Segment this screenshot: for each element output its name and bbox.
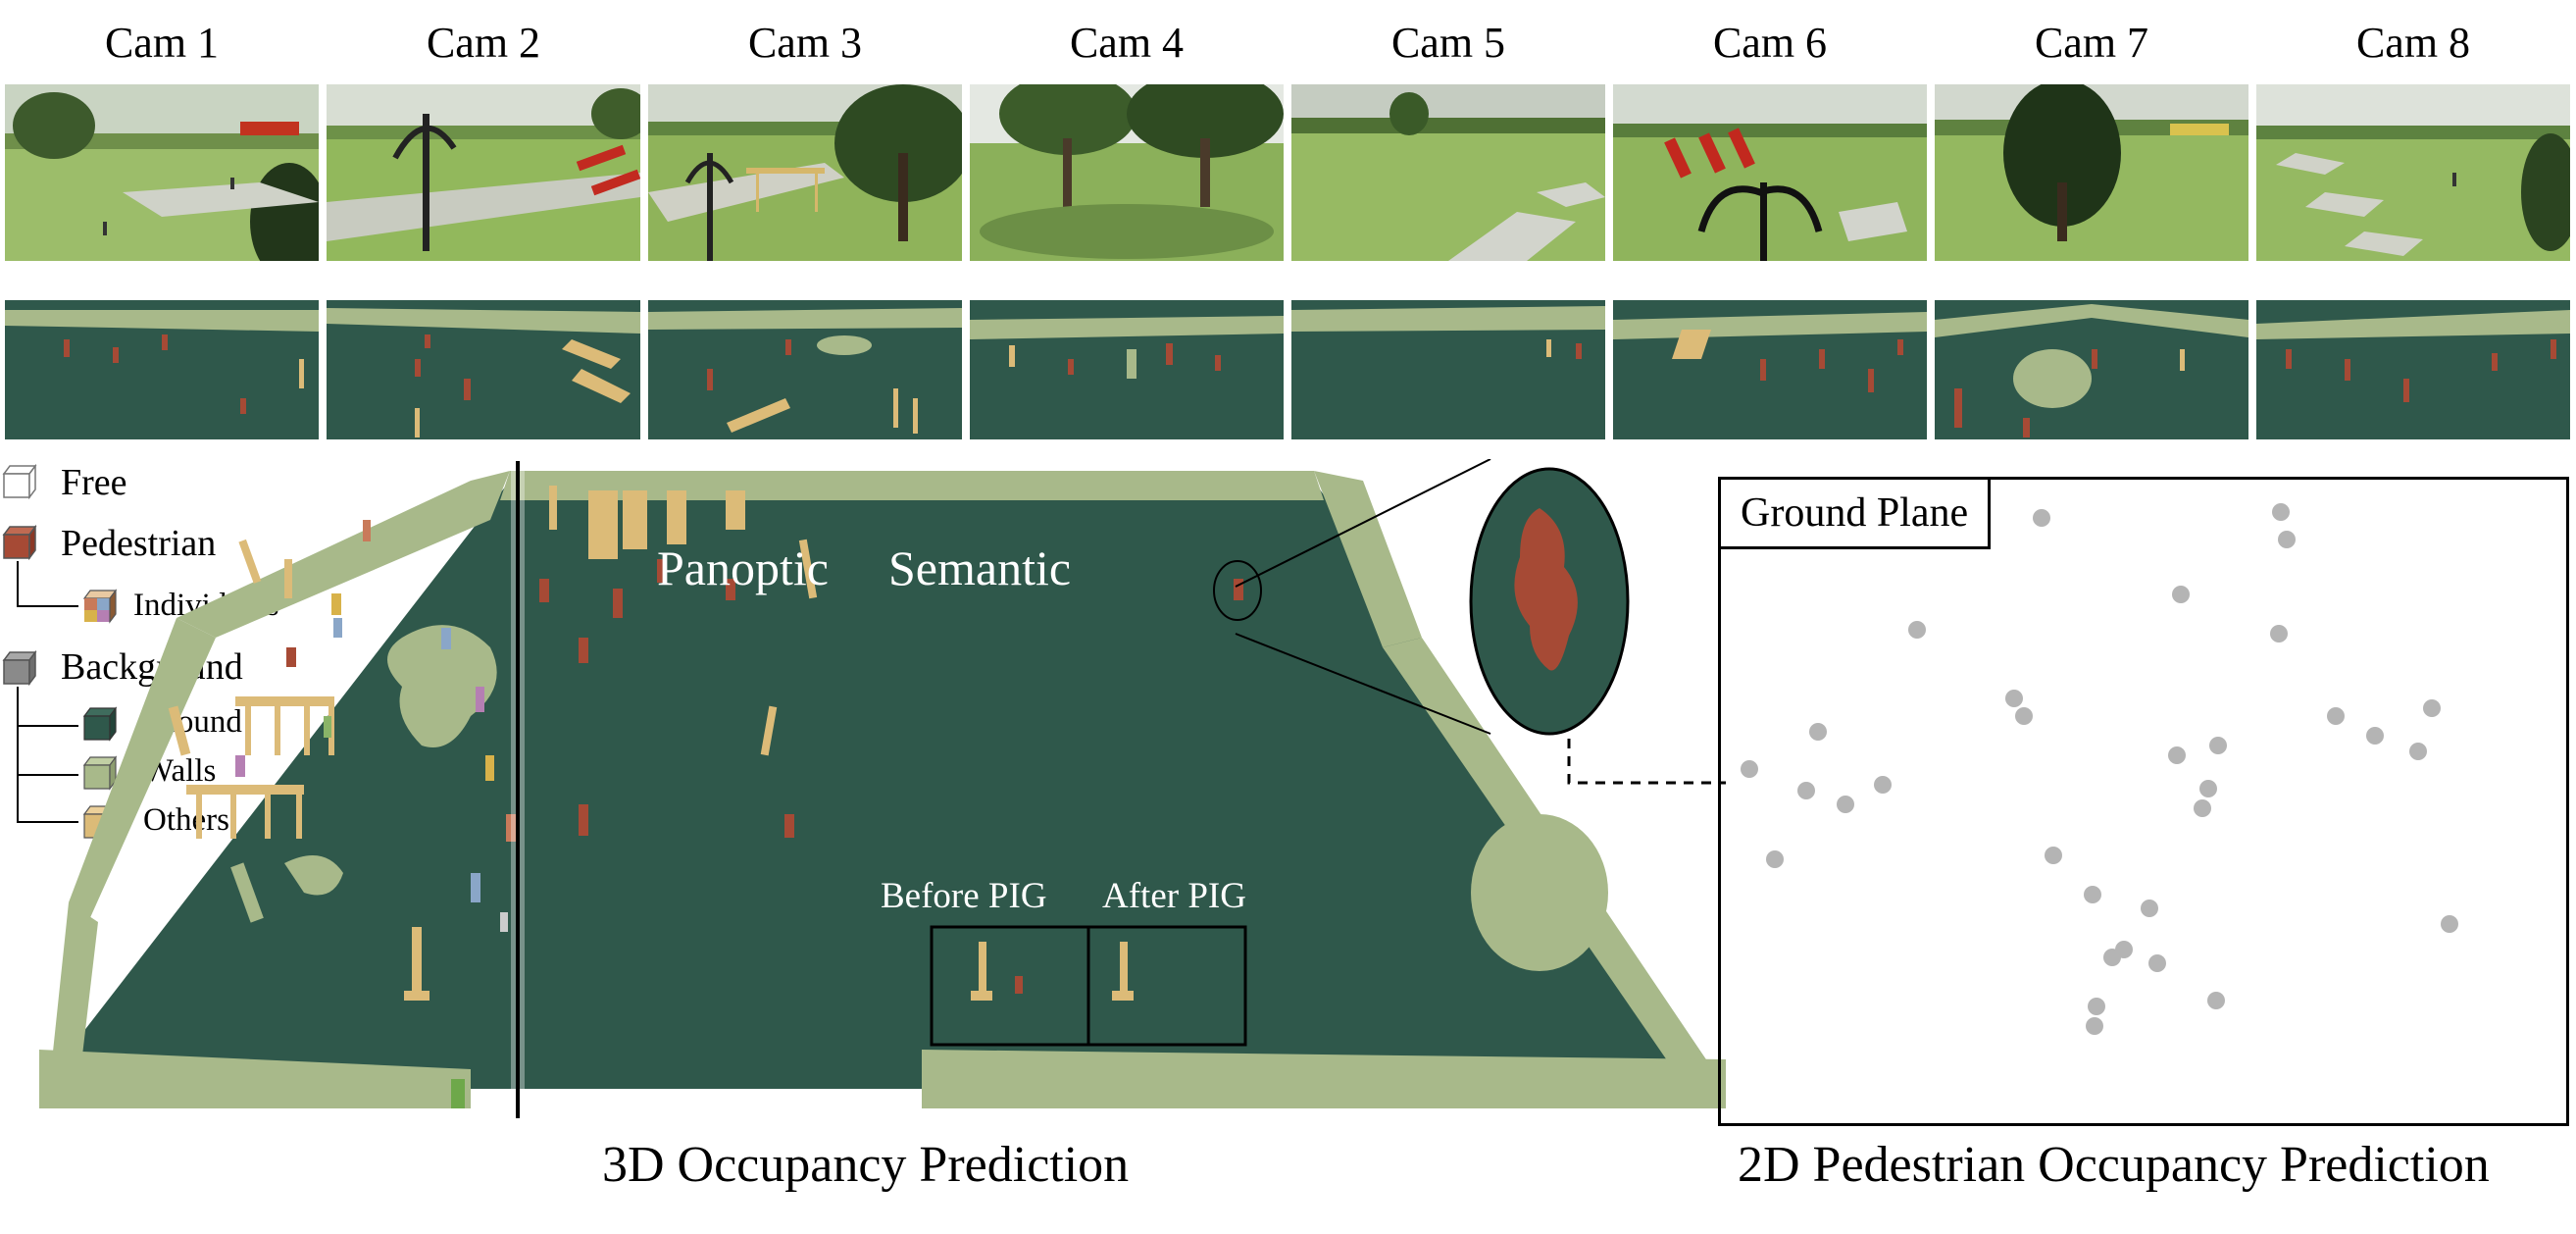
- pedestrian-cube-icon: [2, 525, 37, 560]
- caption-3d-occupancy: 3D Occupancy Prediction: [602, 1137, 1130, 1193]
- pedestrian-point: [1874, 776, 1892, 794]
- occupancy-render-2: [327, 300, 640, 439]
- ground-plane-panel: [1718, 477, 2569, 1126]
- legend-tree-lines: [17, 561, 78, 823]
- camera-image-3: [648, 84, 962, 261]
- camera-image-8: [2256, 84, 2570, 261]
- pedestrian-point: [2199, 780, 2217, 797]
- camera-image-4: [970, 84, 1284, 261]
- ground-cube-icon: [82, 706, 118, 742]
- pedestrian-point: [2084, 886, 2101, 903]
- pedestrian-point: [2409, 743, 2427, 760]
- camera-image-7: [1935, 84, 2248, 261]
- free-cube-icon: [2, 464, 37, 499]
- camera-image-1: [5, 84, 319, 261]
- cam-label-2: Cam 2: [426, 19, 541, 67]
- after-pig-label: After PIG: [1102, 876, 1246, 916]
- camera-image-5: [1291, 84, 1605, 261]
- background-cube-icon: [2, 650, 37, 686]
- occupancy-scene-3d: [39, 461, 1726, 1118]
- occupancy-render-1: [5, 300, 319, 439]
- pedestrian-point: [2141, 900, 2158, 917]
- occupancy-render-3: [648, 300, 962, 439]
- pedestrian-point: [2209, 737, 2227, 754]
- pedestrian-point: [2441, 915, 2458, 933]
- pedestrian-point: [2103, 949, 2121, 966]
- pedestrian-point: [1809, 723, 1827, 741]
- pedestrian-point: [2088, 998, 2105, 1015]
- walls-cube-icon: [82, 755, 118, 791]
- occupancy-render-5: [1291, 300, 1605, 439]
- occupancy-render-6: [1613, 300, 1927, 439]
- pedestrian-point: [1741, 760, 1758, 778]
- cam-label-7: Cam 7: [2034, 19, 2149, 67]
- occupancy-render-4: [970, 300, 1284, 439]
- pedestrian-point: [1797, 782, 1815, 799]
- legend-background: Background: [61, 646, 243, 688]
- individuals-cube-icon: [82, 589, 118, 624]
- legend-others: Others: [143, 802, 229, 838]
- cam-label-5: Cam 5: [1390, 19, 1506, 67]
- pedestrian-point: [2272, 503, 2290, 521]
- cam-label-3: Cam 3: [747, 19, 863, 67]
- pedestrian-point: [2278, 531, 2296, 548]
- caption-2d-occupancy: 2D Pedestrian Occupancy Prediction: [1738, 1137, 2490, 1193]
- camera-image-6: [1613, 84, 1927, 261]
- pedestrian-point: [2327, 707, 2345, 725]
- pedestrian-point: [2423, 699, 2441, 717]
- pedestrian-point: [1908, 621, 1926, 639]
- pedestrian-point: [2033, 509, 2050, 527]
- pedestrian-point: [2005, 690, 2023, 707]
- pedestrian-point: [2207, 992, 2225, 1009]
- pedestrian-point: [2168, 746, 2186, 764]
- pedestrian-point: [2045, 847, 2062, 864]
- pedestrian-point: [2194, 799, 2211, 817]
- cam-label-6: Cam 6: [1712, 19, 1828, 67]
- pedestrian-point: [2148, 954, 2166, 972]
- semantic-label: Semantic: [888, 540, 1072, 595]
- occupancy-render-8: [2256, 300, 2570, 439]
- cam-label-1: Cam 1: [104, 19, 220, 67]
- pedestrian-point: [2086, 1017, 2103, 1035]
- zoom-detail: [1235, 459, 1726, 785]
- ground-plane-title: Ground Plane: [1718, 477, 1992, 549]
- before-pig-label: Before PIG: [881, 876, 1047, 916]
- cam-label-8: Cam 8: [2355, 19, 2471, 67]
- pedestrian-point: [2366, 727, 2384, 745]
- pedestrian-point: [2015, 707, 2033, 725]
- pedestrian-point: [2172, 586, 2190, 603]
- pedestrian-point: [1766, 850, 1784, 868]
- pedestrian-point: [2270, 625, 2288, 643]
- occupancy-render-7: [1935, 300, 2248, 439]
- pedestrian-point: [1837, 796, 1854, 813]
- pedestrian-points: [1741, 503, 2458, 1035]
- legend-free: Free: [61, 462, 127, 503]
- cam-label-4: Cam 4: [1069, 19, 1185, 67]
- camera-image-2: [327, 84, 640, 261]
- wall-left-top: [177, 471, 510, 638]
- legend-pedestrian: Pedestrian: [61, 523, 217, 564]
- panoptic-label: Panoptic: [657, 540, 829, 595]
